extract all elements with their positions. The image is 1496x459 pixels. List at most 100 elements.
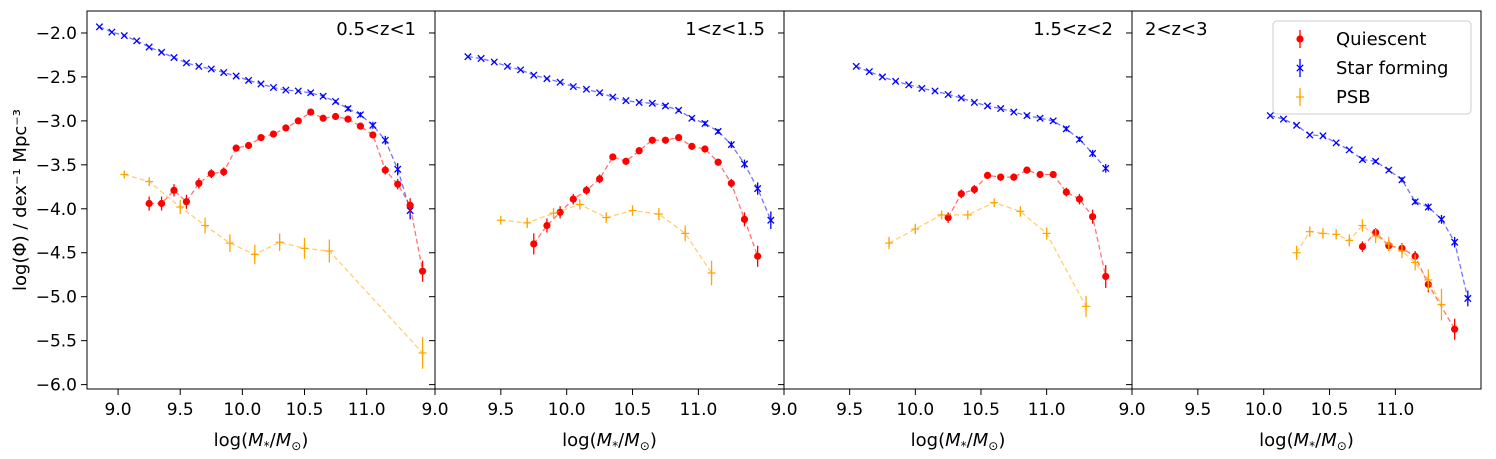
data-point xyxy=(885,239,894,248)
data-point xyxy=(944,90,952,99)
data-point xyxy=(331,97,340,106)
y-tick-label: −5.0 xyxy=(36,288,77,308)
x-tick-label: 10.5 xyxy=(286,400,324,420)
series-line xyxy=(855,65,1107,169)
data-point xyxy=(381,136,389,144)
data-point xyxy=(220,68,228,77)
data-point xyxy=(331,112,340,121)
data-point xyxy=(220,168,228,176)
chart-panels: 9.0 9.5 10.0 10.5 11.0 −2.0 −2.5 −3.0 −3.5 −4.0 −4… xyxy=(36,10,1482,453)
legend-marker xyxy=(1296,64,1304,72)
data-point xyxy=(1062,125,1070,133)
legend-label: Star forming xyxy=(1336,58,1448,79)
x-tick-label: 9.0 xyxy=(421,400,448,420)
data-point xyxy=(754,184,762,193)
data-point xyxy=(1451,238,1459,246)
data-point xyxy=(1385,166,1393,174)
series-line xyxy=(124,173,424,354)
data-point xyxy=(120,170,129,179)
data-point xyxy=(997,104,1005,113)
data-point xyxy=(207,170,215,178)
data-point xyxy=(232,144,240,152)
data-point xyxy=(269,83,278,92)
data-point xyxy=(157,48,166,56)
series-line xyxy=(500,203,713,274)
panel-2: 9.0 9.5 10.0 10.5 11.0 1<z<1.5 log(M*/M⊙) xyxy=(421,10,785,453)
data-point xyxy=(108,28,116,36)
data-point xyxy=(675,133,683,142)
data-point xyxy=(170,186,178,194)
data-point xyxy=(891,77,900,85)
data-point xyxy=(983,102,992,110)
data-point xyxy=(307,108,315,116)
plot-frame xyxy=(86,10,436,390)
x-tick-label: 10.0 xyxy=(896,400,934,420)
legend-label: Quiescent xyxy=(1336,29,1426,50)
data-point xyxy=(681,229,690,238)
data-point xyxy=(740,215,749,223)
data-point xyxy=(963,210,972,219)
series-plus xyxy=(1292,219,1446,321)
x-tick-label: 10.5 xyxy=(962,400,1000,420)
data-point xyxy=(369,131,377,139)
data-point xyxy=(1332,139,1340,147)
series-line xyxy=(99,26,411,211)
data-point xyxy=(182,59,191,67)
x-tick-label: 9.5 xyxy=(167,400,194,420)
data-point xyxy=(1398,176,1406,184)
data-point xyxy=(195,179,203,187)
data-point xyxy=(990,198,999,207)
data-point xyxy=(182,198,191,206)
data-point xyxy=(569,82,577,91)
data-point xyxy=(269,130,278,138)
plot-frame xyxy=(1131,10,1482,390)
legend-box xyxy=(1272,20,1472,115)
data-point xyxy=(145,177,154,186)
x-tick-label: 11.0 xyxy=(348,400,386,420)
data-point xyxy=(1010,108,1018,116)
data-point xyxy=(931,87,939,95)
data-point xyxy=(707,268,716,277)
data-point xyxy=(207,65,215,73)
data-point xyxy=(133,37,141,45)
legend-entry: Star forming xyxy=(1296,58,1448,79)
data-point xyxy=(911,225,920,234)
data-point xyxy=(496,216,505,225)
data-point xyxy=(654,210,663,219)
series-plus xyxy=(120,170,427,369)
data-point xyxy=(1437,215,1446,223)
data-point xyxy=(244,141,253,150)
data-point xyxy=(1371,157,1380,165)
data-point xyxy=(406,201,414,209)
data-point xyxy=(595,89,604,97)
data-point xyxy=(1319,132,1327,140)
data-point xyxy=(1292,248,1301,257)
data-point xyxy=(1318,229,1327,238)
data-point xyxy=(957,94,965,102)
data-point xyxy=(145,43,153,51)
data-point xyxy=(250,250,259,259)
x-tick-label: 10.0 xyxy=(223,400,261,420)
data-point xyxy=(1411,198,1419,206)
data-point xyxy=(1424,275,1433,284)
x-tick-label: 11.0 xyxy=(1376,400,1414,420)
data-point xyxy=(701,119,709,128)
data-point xyxy=(1411,258,1420,267)
data-point xyxy=(648,99,656,107)
x-tick-label: 11.0 xyxy=(1028,400,1066,420)
data-point xyxy=(727,179,735,187)
data-point xyxy=(1102,272,1110,281)
data-point xyxy=(1358,242,1367,251)
data-point xyxy=(1424,203,1432,211)
x-axis-title: log(M*/M⊙) xyxy=(562,430,657,453)
x-tick-label: 11.0 xyxy=(679,400,717,420)
data-point xyxy=(232,72,240,80)
y-tick-label: −3.0 xyxy=(36,112,77,132)
data-point xyxy=(477,54,485,63)
data-point xyxy=(1371,232,1380,241)
data-point xyxy=(356,111,365,119)
data-point xyxy=(1437,300,1446,309)
data-point xyxy=(970,185,979,194)
data-point xyxy=(1102,164,1110,173)
data-point xyxy=(1023,111,1031,120)
